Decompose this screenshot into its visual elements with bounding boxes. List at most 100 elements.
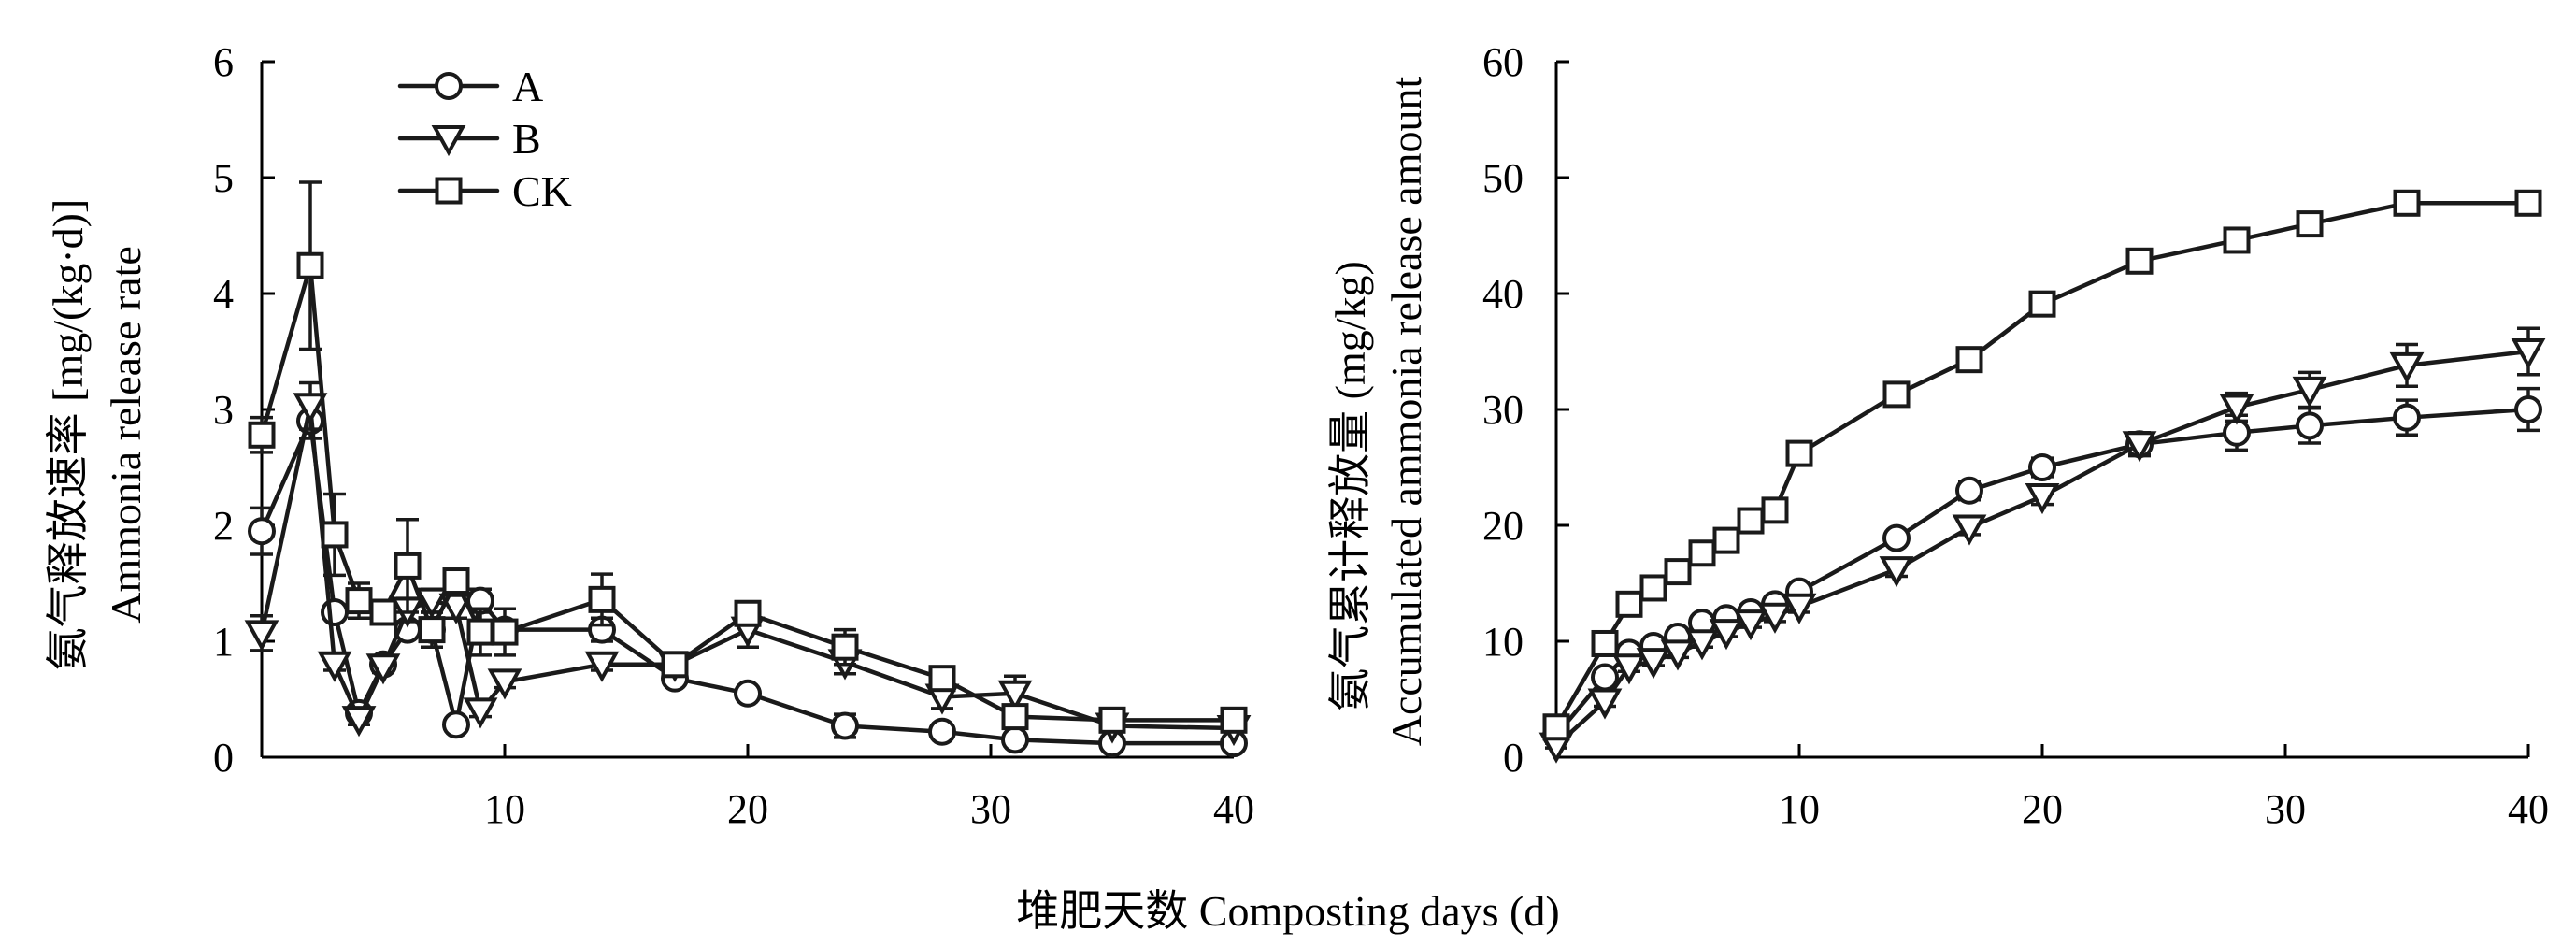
y-tick-label: 1 <box>213 619 234 665</box>
data-point <box>345 587 373 615</box>
legend-marker <box>435 72 463 100</box>
data-point <box>438 593 474 624</box>
data-point <box>584 651 620 682</box>
data-point <box>1709 619 1744 651</box>
y-tick-label: 6 <box>213 39 234 85</box>
data-point <box>442 567 470 595</box>
data-point <box>1591 629 1619 657</box>
data-point <box>2292 376 2327 408</box>
y-tick-label: 0 <box>1503 735 1524 781</box>
data-point <box>1001 725 1029 754</box>
legend-label: A <box>512 63 543 110</box>
y-tick-label: 30 <box>1482 387 1524 433</box>
data-point <box>1955 346 1983 374</box>
y-tick-label: 60 <box>1482 39 1524 85</box>
data-point <box>321 521 349 549</box>
data-point <box>1882 523 1911 552</box>
data-point <box>296 251 324 280</box>
x-tick-label: 10 <box>484 786 525 832</box>
data-point <box>293 393 328 424</box>
x-tick-label: 10 <box>1779 786 1820 832</box>
y-tick-label: 50 <box>1482 155 1524 201</box>
data-point <box>2223 226 2251 254</box>
data-point <box>831 633 859 661</box>
data-point <box>2514 395 2542 423</box>
series-a <box>1542 386 2542 750</box>
data-point <box>2296 411 2324 440</box>
data-point <box>341 706 377 738</box>
data-point <box>1761 496 1789 524</box>
data-point <box>2393 189 2421 217</box>
data-point <box>244 620 279 652</box>
data-point <box>317 651 352 682</box>
data-point <box>734 599 762 627</box>
data-point <box>1542 713 1570 741</box>
data-point <box>1001 703 1029 731</box>
data-point <box>248 517 276 546</box>
data-point <box>2219 394 2254 425</box>
data-point <box>1615 590 1643 618</box>
data-point <box>491 618 519 646</box>
data-point <box>466 618 494 646</box>
y-tick-label: 4 <box>213 271 234 317</box>
data-point <box>418 616 446 644</box>
y-tick-label: 0 <box>213 735 234 781</box>
data-point <box>2511 338 2546 370</box>
data-point <box>1952 514 1987 546</box>
y-tick-label: 5 <box>213 155 234 201</box>
data-point <box>1757 602 1793 634</box>
rate-chart: 0 1 2 3 4 5 6 10 20 30 40 氨气释放速率 [mg/(kg·d)] Ammonia… <box>44 39 1254 832</box>
legend-marker <box>435 177 463 205</box>
data-point <box>661 651 689 679</box>
y-tick-label: 2 <box>213 503 234 549</box>
x-tick-label: 20 <box>2022 786 2063 832</box>
data-point <box>2514 189 2542 217</box>
data-point <box>1955 476 1983 505</box>
data-point <box>248 421 276 449</box>
data-point <box>1737 507 1765 535</box>
data-point <box>365 653 401 685</box>
data-point <box>1688 539 1716 567</box>
y-tick-label: 3 <box>213 387 234 433</box>
data-point <box>2389 351 2425 383</box>
series-b <box>1538 326 2546 764</box>
data-point <box>321 598 349 626</box>
data-point <box>2028 290 2056 318</box>
data-point <box>1782 593 1817 624</box>
x-tick-label: 40 <box>1213 786 1254 832</box>
data-point <box>414 587 450 619</box>
series-ck <box>248 180 1248 734</box>
cumulative-chart: 0 10 20 30 40 50 60 10 20 30 40 氨气累计释放量 (mg/kg) Accu… <box>1326 39 2549 832</box>
data-point <box>1660 639 1696 671</box>
data-point <box>1879 556 1914 588</box>
data-point <box>463 697 498 729</box>
data-point <box>1587 688 1623 720</box>
data-point <box>394 552 422 580</box>
data-point <box>588 585 616 613</box>
legend-label: B <box>512 115 541 163</box>
y-axis-title-cn: 氨气累计释放量 (mg/kg) <box>1326 261 1374 711</box>
data-point <box>2122 431 2157 463</box>
x-tick-label: 40 <box>2508 786 2549 832</box>
y-axis-title-en: Ammonia release rate <box>102 246 150 624</box>
y-axis-title-cn: 氨气释放速率 [mg/(kg·d)] <box>44 199 92 671</box>
data-point <box>928 665 956 693</box>
y-tick-label: 10 <box>1482 619 1524 665</box>
data-point <box>2393 403 2421 432</box>
data-point <box>1733 609 1768 641</box>
data-point <box>734 679 762 708</box>
data-point <box>1882 380 1911 408</box>
legend-label: CK <box>512 167 572 215</box>
data-point <box>1098 706 1126 734</box>
data-point <box>1785 439 1813 467</box>
data-point <box>1684 629 1720 661</box>
data-point <box>928 717 956 746</box>
y-tick-label: 20 <box>1482 503 1524 549</box>
data-point <box>2296 210 2324 238</box>
x-tick-label: 30 <box>2265 786 2306 832</box>
x-tick-label: 20 <box>727 786 768 832</box>
series-ck <box>1542 189 2542 741</box>
data-point <box>2028 453 2056 481</box>
